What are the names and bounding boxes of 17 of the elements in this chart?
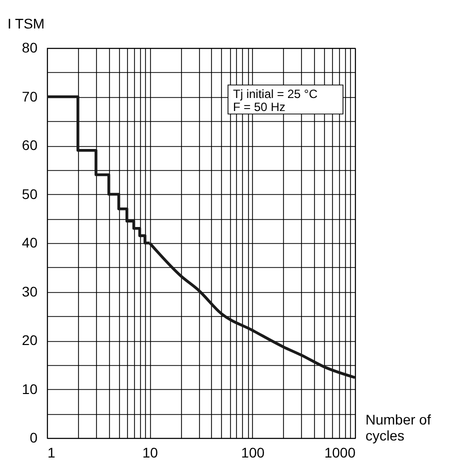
annotation: Tj initial = 25 °C [233,87,318,101]
y-tick-label: 10 [22,380,38,397]
x-tick-label: 1000 [324,444,356,460]
y-tick-label: 20 [22,332,38,348]
x-axis-title: Number of cycles [366,412,431,444]
x-tick-label: 100 [241,444,265,460]
y-tick-label: 60 [22,137,38,153]
x-tick-label: 1 [48,444,56,460]
y-tick-label: 0 [30,430,38,446]
y-tick-label: 30 [22,283,38,300]
annotation: F = 50 Hz [233,100,286,114]
y-tick-label: 80 [22,40,38,56]
y-tick-label: 70 [22,88,38,104]
y-tick-label: 50 [22,186,38,202]
y-tick-label: 40 [22,234,38,250]
x-tick-label: 10 [142,444,158,460]
y-axis-title: I TSM [8,16,45,32]
